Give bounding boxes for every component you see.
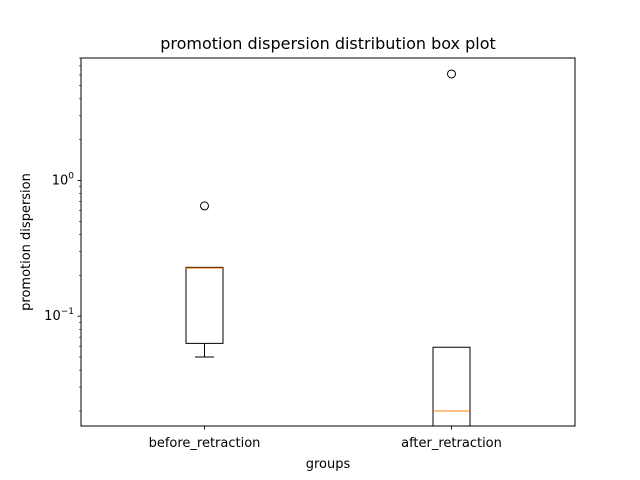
box-before_retraction bbox=[185, 201, 224, 358]
plot-frame bbox=[80, 57, 576, 427]
y-tick-label: 100 bbox=[52, 172, 75, 189]
x-axis: before_retraction after_retraction bbox=[149, 426, 502, 451]
x-axis-label: groups bbox=[306, 457, 351, 472]
chart-title: promotion dispersion distribution box pl… bbox=[160, 34, 496, 53]
y-tick-label: 10−1 bbox=[44, 307, 74, 324]
y-axis: 10−1 100 bbox=[44, 57, 81, 412]
outlier-point bbox=[447, 69, 456, 79]
x-tick-label: before_retraction bbox=[149, 436, 261, 451]
outlier-point bbox=[200, 201, 209, 211]
x-tick-label: after_retraction bbox=[401, 436, 502, 451]
box-body bbox=[185, 266, 224, 344]
y-axis-label: promotion dispersion bbox=[19, 173, 34, 311]
plot-content bbox=[185, 69, 471, 427]
